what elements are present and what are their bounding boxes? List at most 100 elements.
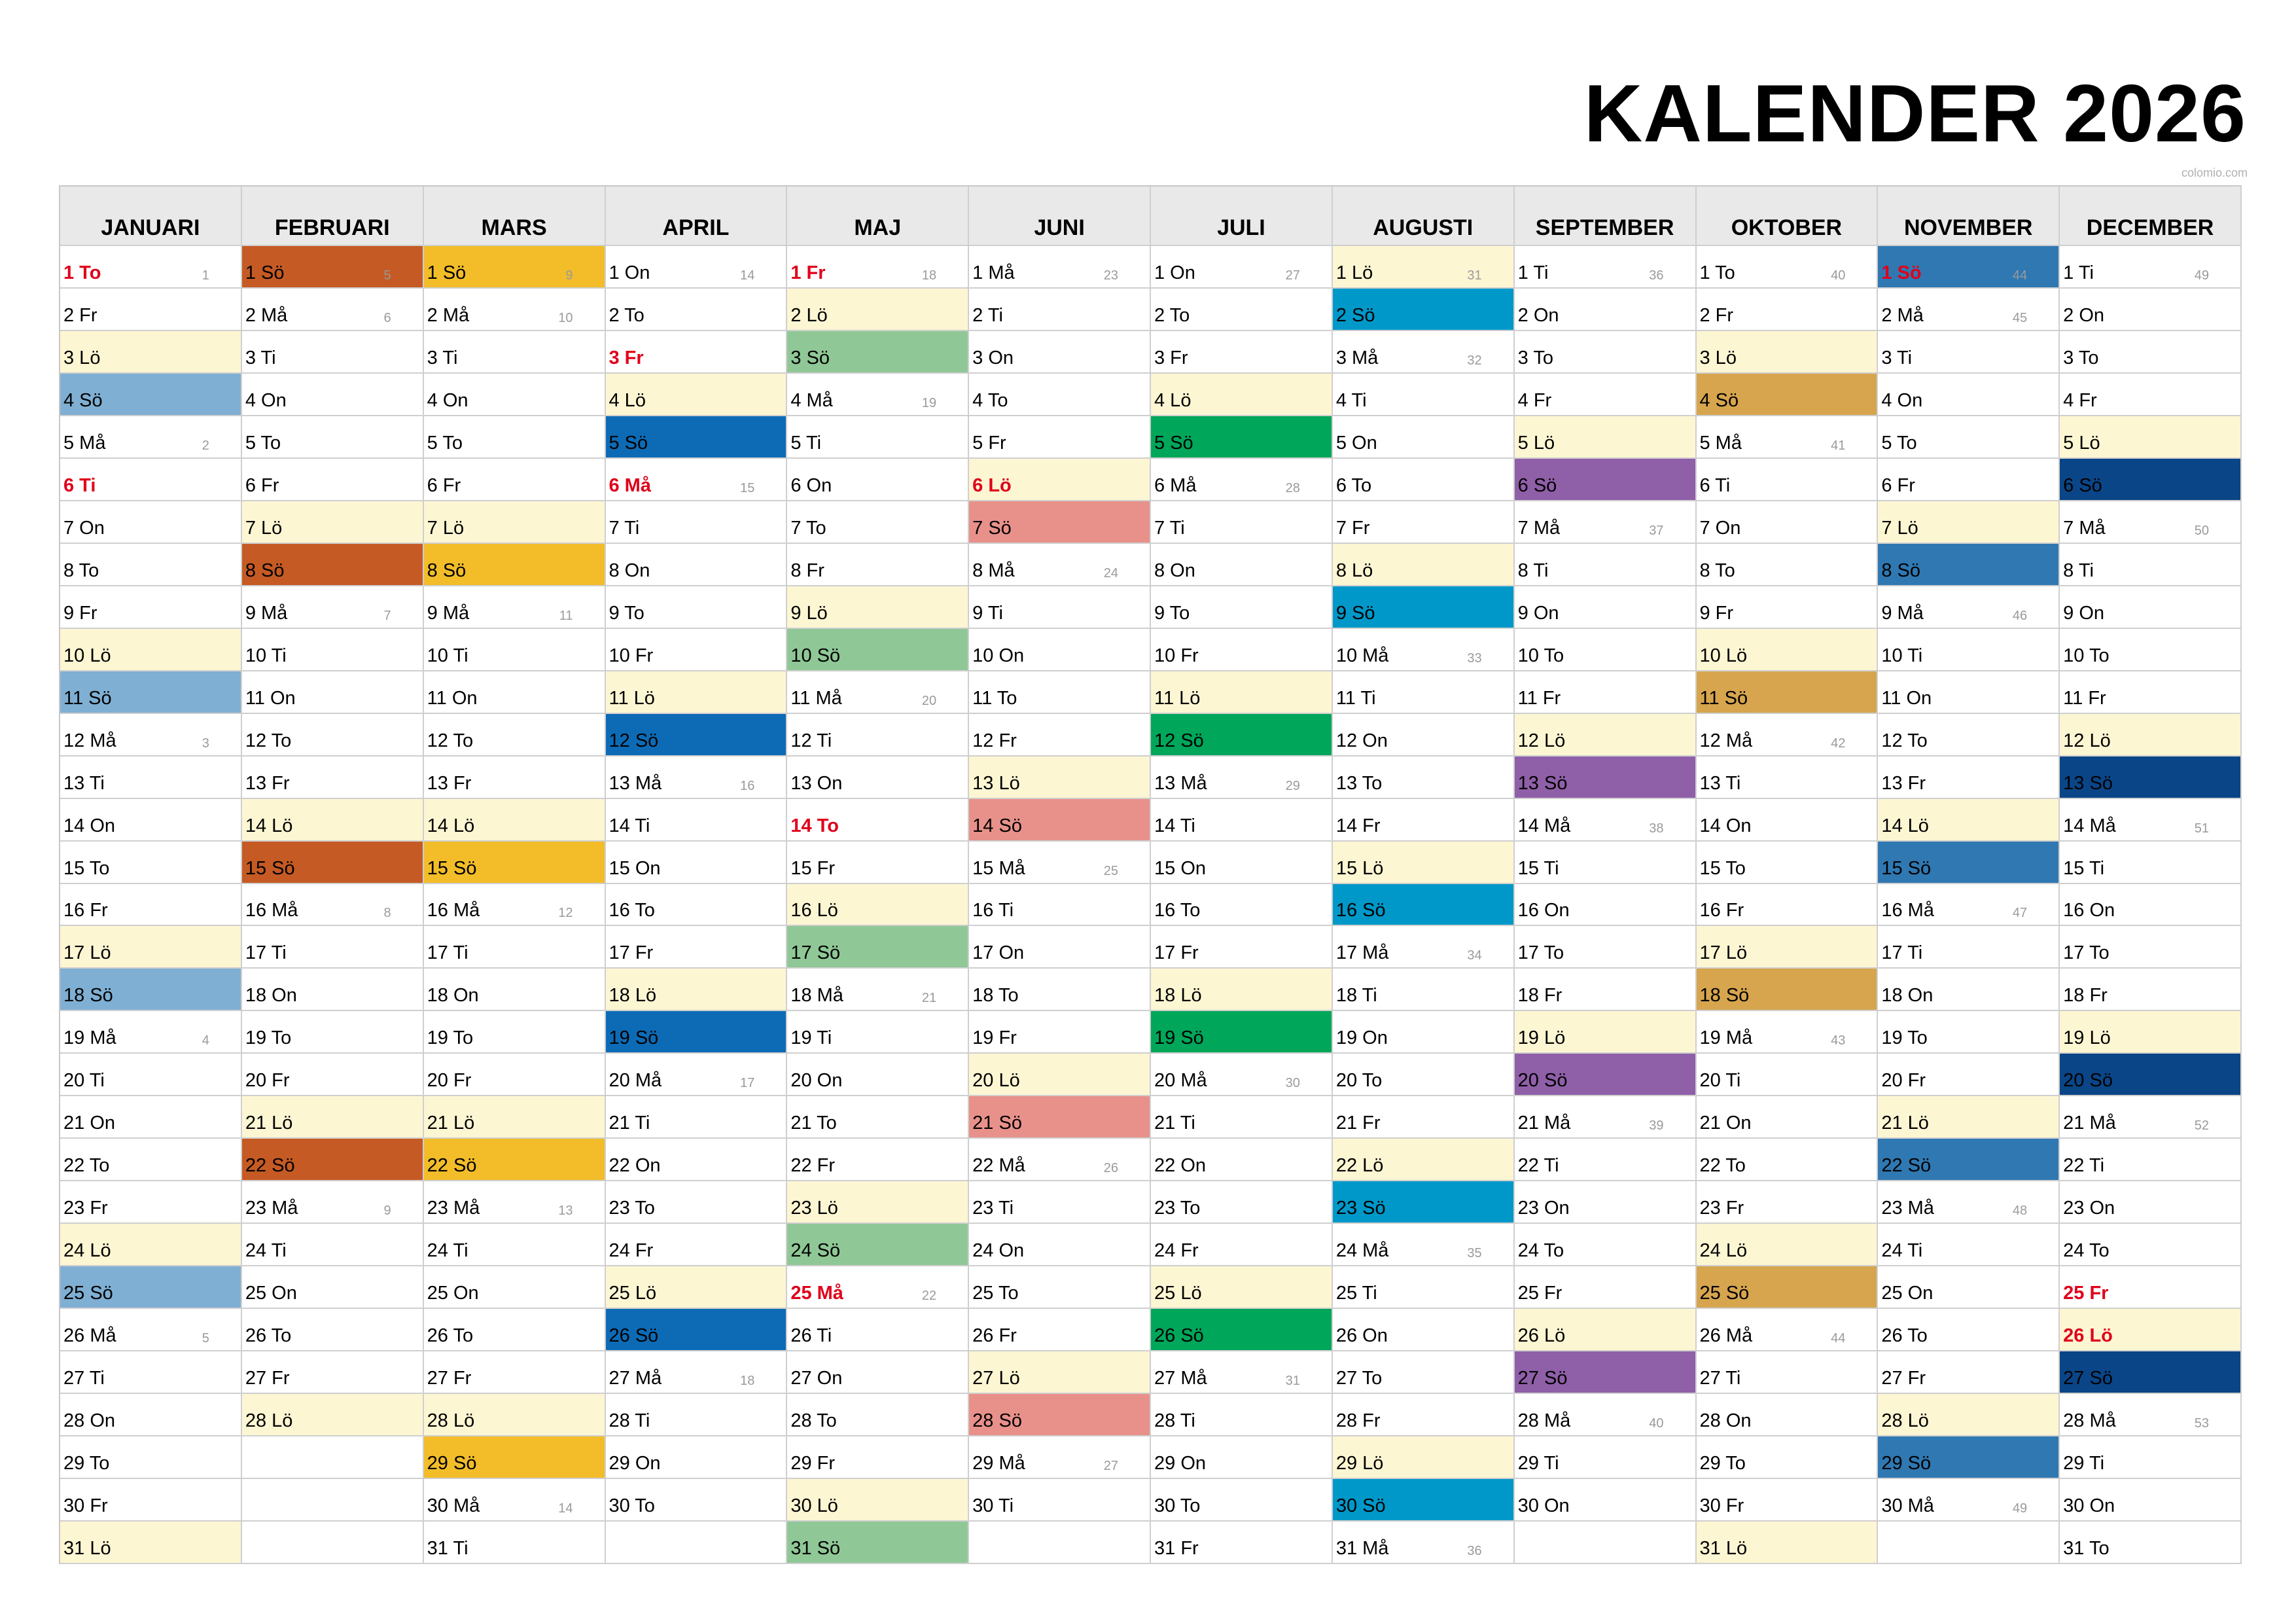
day-cell: 25 Sö: [60, 1266, 242, 1310]
day-label: 30 Ti: [972, 1495, 1014, 1517]
day-cell: 10 To: [1514, 628, 1697, 671]
day-cell: 30 Sö: [1332, 1479, 1515, 1522]
empty-cell: [241, 1479, 424, 1522]
week-number: 35: [1467, 1246, 1482, 1261]
day-label: 2 Må: [1881, 304, 1924, 326]
day-cell: 7 Ti: [605, 501, 788, 544]
day-label: 14 On: [63, 815, 115, 836]
day-cell: 3 To: [2060, 330, 2242, 374]
day-cell: 4 Ti: [1332, 373, 1515, 416]
day-cell: 27 Ti: [1696, 1351, 1879, 1395]
day-cell: 8 Må 24: [969, 543, 1151, 586]
day-cell: 16 On: [2060, 883, 2242, 927]
day-cell: 28 Ti: [1151, 1394, 1333, 1437]
day-cell: 1 Sö 5: [241, 246, 424, 289]
day-cell: 5 To: [1878, 416, 2060, 459]
day-cell: 14 On: [60, 798, 242, 842]
empty-cell: [241, 1522, 424, 1564]
day-cell: 15 To: [60, 841, 242, 884]
day-cell: 9 To: [1151, 586, 1333, 629]
day-cell: 29 Fr: [787, 1436, 970, 1480]
day-label: 13 To: [1335, 772, 1383, 794]
day-cell: 11 Må 20: [787, 671, 970, 714]
day-cell: 25 To: [969, 1266, 1151, 1310]
week-number: 42: [1831, 736, 1846, 751]
day-cell: 2 Lö: [787, 288, 970, 331]
day-cell: 3 Ti: [1878, 330, 2060, 374]
day-cell: 9 Fr: [60, 586, 242, 629]
day-label: 19 To: [427, 1027, 474, 1049]
day-cell: 3 Lö: [60, 330, 242, 374]
day-label: 9 Må: [1881, 602, 1924, 624]
day-cell: 3 Ti: [423, 330, 606, 374]
day-cell: 22 Lö: [1332, 1139, 1515, 1182]
day-label: 26 Lö: [2063, 1325, 2113, 1347]
day-cell: 17 To: [2060, 926, 2242, 969]
day-label: 13 Fr: [427, 772, 472, 794]
day-cell: 20 Må 17: [605, 1054, 788, 1097]
day-cell: 26 Må 5: [60, 1309, 242, 1352]
day-label: 24 Fr: [609, 1240, 654, 1262]
day-label: 20 Fr: [1881, 1070, 1926, 1092]
day-cell: 28 Ti: [605, 1394, 788, 1437]
day-label: 25 Sö: [63, 1283, 113, 1304]
day-cell: 24 To: [1514, 1224, 1697, 1267]
day-label: 24 Fr: [1154, 1240, 1199, 1262]
day-cell: 9 To: [605, 586, 788, 629]
day-label: 15 Sö: [1881, 857, 1932, 879]
day-cell: 1 To 1: [60, 246, 242, 289]
day-label: 17 Fr: [609, 942, 654, 964]
day-label: 26 Må: [1699, 1325, 1753, 1347]
day-cell: 5 Sö: [605, 416, 788, 459]
day-cell: 2 Fr: [1696, 288, 1879, 331]
day-label: 16 To: [1154, 900, 1201, 921]
day-label: 14 Må: [1517, 815, 1571, 836]
day-cell: 26 Lö: [1514, 1309, 1697, 1352]
day-label: 27 Må: [1154, 1368, 1207, 1389]
day-cell: 23 Må 13: [423, 1181, 606, 1224]
day-cell: 21 Må 52: [2060, 1096, 2242, 1139]
day-label: 7 Må: [2063, 517, 2106, 539]
day-label: 3 On: [972, 347, 1014, 368]
day-cell: 17 Ti: [241, 926, 424, 969]
day-label: 7 Lö: [245, 517, 283, 539]
day-label: 28 Lö: [245, 1410, 293, 1432]
day-label: 9 On: [1517, 602, 1559, 624]
week-number: 50: [2194, 523, 2209, 538]
day-label: 3 Lö: [63, 347, 101, 368]
empty-cell: [605, 1522, 788, 1564]
day-cell: 30 Ti: [969, 1479, 1151, 1522]
day-label: 3 Lö: [1699, 347, 1737, 368]
day-label: 14 Lö: [1881, 815, 1929, 836]
day-cell: 16 Fr: [60, 883, 242, 927]
day-label: 26 Må: [63, 1325, 116, 1347]
day-cell: 5 Ti: [787, 416, 970, 459]
day-cell: 23 Fr: [60, 1181, 242, 1224]
day-label: 20 Lö: [972, 1070, 1020, 1092]
day-cell: 29 On: [605, 1436, 788, 1480]
day-label: 29 To: [63, 1453, 110, 1474]
day-label: 6 Fr: [245, 474, 279, 496]
day-label: 23 Fr: [63, 1198, 108, 1219]
day-cell: 21 Sö: [969, 1096, 1151, 1139]
day-label: 11 Fr: [2063, 687, 2106, 709]
day-cell: 20 Ti: [1696, 1054, 1879, 1097]
day-cell: 26 Må 44: [1696, 1309, 1879, 1352]
page-title: KALENDER 2026: [1583, 69, 2246, 159]
day-cell: 8 On: [1151, 543, 1333, 586]
day-label: 6 To: [1335, 474, 1372, 496]
day-cell: 11 Lö: [1151, 671, 1333, 714]
day-cell: 10 Fr: [605, 628, 788, 671]
day-label: 21 On: [63, 1113, 115, 1134]
day-label: 4 Sö: [63, 389, 103, 411]
day-cell: 22 On: [1151, 1139, 1333, 1182]
day-cell: 7 Sö: [969, 501, 1151, 544]
day-label: 26 To: [1881, 1325, 1928, 1347]
day-cell: 25 On: [241, 1266, 424, 1310]
day-cell: 31 To: [2060, 1522, 2242, 1564]
day-label: 13 On: [790, 772, 843, 794]
day-label: 12 To: [427, 730, 474, 751]
day-label: 23 Fr: [1699, 1198, 1744, 1219]
day-cell: 5 To: [241, 416, 424, 459]
week-number: 40: [1649, 1416, 1664, 1431]
